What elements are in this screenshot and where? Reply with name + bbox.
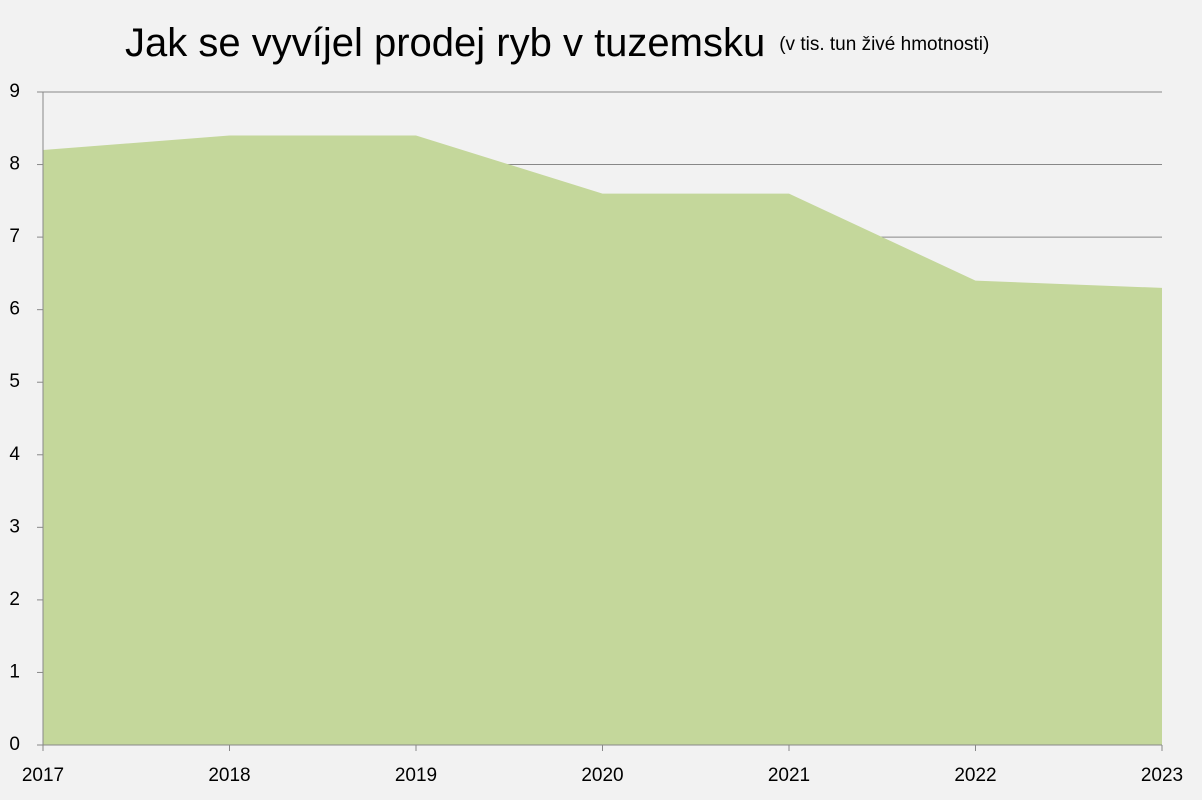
y-tick-label: 8 [9,154,20,175]
y-tick-label: 4 [9,444,20,465]
y-tick-label: 1 [9,661,20,682]
x-tick-label: 2018 [208,765,250,786]
chart-subtitle: (v tis. tun živé hmotnosti) [779,34,989,55]
y-tick-label: 6 [9,299,20,320]
x-tick-label: 2019 [395,765,437,786]
y-tick-label: 3 [9,516,20,537]
x-tick-label: 2017 [22,765,64,786]
x-tick-label: 2020 [581,765,623,786]
y-tick-label: 5 [9,371,20,392]
y-tick-label: 2 [9,589,20,610]
area [43,135,1162,746]
x-tick-label: 2021 [768,765,810,786]
x-tick-label: 2022 [954,765,996,786]
x-tick-label: 2023 [1141,765,1183,786]
chart-title: Jak se vyvíjel prodej ryb v tuzemsku [125,21,765,65]
y-tick-label: 9 [9,81,20,102]
title-line: Jak se vyvíjel prodej ryb v tuzemsku (v t… [125,21,989,65]
y-tick-label: 0 [9,734,20,755]
y-tick-label: 7 [9,226,20,247]
